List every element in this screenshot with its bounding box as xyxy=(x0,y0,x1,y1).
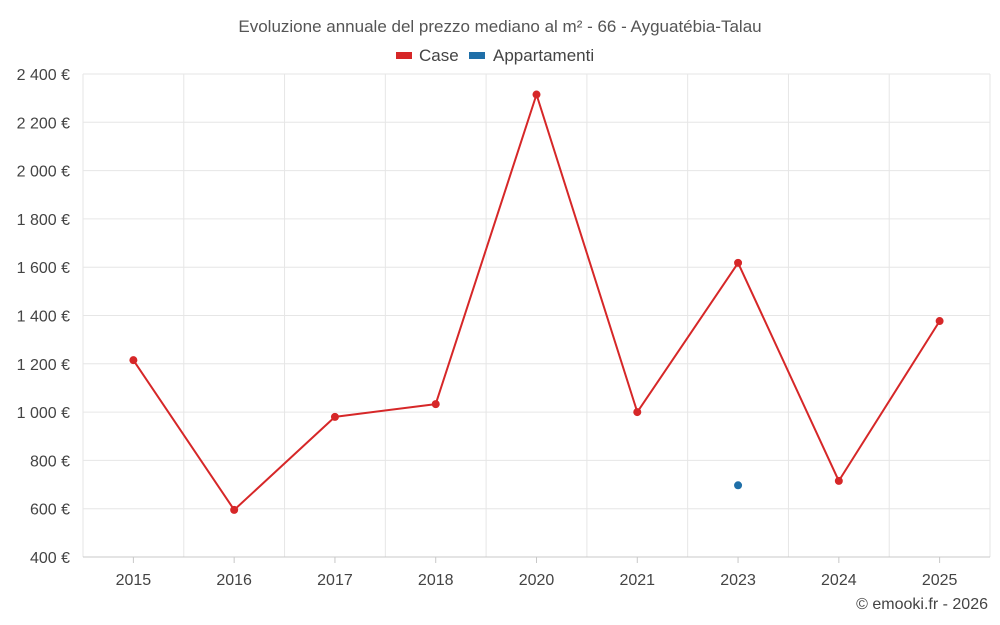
y-tick-label: 400 € xyxy=(30,550,70,567)
series-line-case xyxy=(132,93,941,511)
y-tick-label: 1 600 € xyxy=(17,260,70,277)
data-point-case xyxy=(129,356,138,365)
data-point-case xyxy=(230,505,239,514)
y-tick-label: 800 € xyxy=(30,453,70,470)
axes: 400 € 600 € 800 € 1 000 € 1 200 € 1 400 € 1 60… xyxy=(17,67,990,589)
data-point-case xyxy=(330,412,339,421)
data-point-case xyxy=(734,258,743,267)
y-tick-label: 2 400 € xyxy=(17,67,70,84)
x-tick-label: 2024 xyxy=(821,572,857,589)
legend-label-appartamenti: Appartamenti xyxy=(493,46,594,65)
y-tick-label: 1 800 € xyxy=(17,212,70,229)
x-tick-label: 2016 xyxy=(216,572,252,589)
series xyxy=(129,90,944,514)
y-tick-label: 600 € xyxy=(30,502,70,519)
x-tick-label: 2023 xyxy=(720,572,756,589)
grid xyxy=(82,73,991,557)
chart-title: Evoluzione annuale del prezzo mediano al… xyxy=(238,17,761,36)
y-tick-label: 1 400 € xyxy=(17,309,70,326)
x-tick-label: 2018 xyxy=(418,572,454,589)
legend: Case Appartamenti xyxy=(396,46,594,65)
data-point-case xyxy=(633,408,642,417)
data-point-case xyxy=(431,400,440,409)
data-point-case xyxy=(834,476,843,485)
data-point-case xyxy=(532,90,541,99)
legend-item-case[interactable]: Case xyxy=(396,46,459,65)
y-tick-label: 2 200 € xyxy=(17,115,70,132)
x-tick-label: 2017 xyxy=(317,572,353,589)
x-tick-label: 2025 xyxy=(922,572,958,589)
x-tick-label: 2020 xyxy=(519,572,555,589)
legend-swatch-case xyxy=(396,52,412,59)
data-point-appartamenti xyxy=(734,481,743,490)
y-tick-label: 1 000 € xyxy=(17,405,70,422)
x-tick-label: 2021 xyxy=(619,572,655,589)
legend-swatch-appartamenti xyxy=(469,52,485,59)
y-tick-label: 2 000 € xyxy=(17,164,70,181)
legend-label-case: Case xyxy=(419,46,459,65)
x-tick-label: 2015 xyxy=(116,572,152,589)
data-point-case xyxy=(935,317,944,326)
legend-item-appartamenti[interactable]: Appartamenti xyxy=(469,46,594,65)
credit-text: © emooki.fr - 2026 xyxy=(856,596,988,613)
y-tick-label: 1 200 € xyxy=(17,357,70,374)
